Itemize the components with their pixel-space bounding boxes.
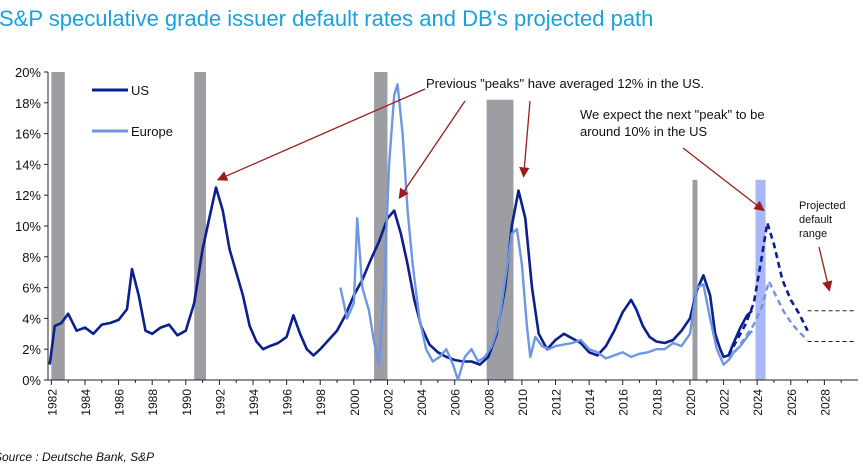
source-note: Source : Deutsche Bank, S&P: [0, 450, 155, 464]
projected-range: [807, 310, 855, 342]
x-tick-label: 1984: [79, 389, 93, 416]
y-tick-label: 18%: [15, 96, 41, 111]
x-tick-label: 1994: [247, 389, 261, 416]
x-tick-label: 1990: [180, 389, 194, 416]
x-tick-label: 1998: [314, 389, 328, 416]
y-tick-label: 4%: [22, 311, 41, 326]
y-tick-label: 8%: [22, 250, 41, 265]
annotation-arrows: [216, 88, 833, 292]
arrow-range-0: [818, 246, 833, 292]
recession-band-0: [51, 72, 65, 380]
x-tick-label: 1982: [45, 389, 59, 416]
x-tick-label: 2016: [617, 389, 631, 416]
annotation-next-peak-line-1: We expect the next "peak" to be: [580, 107, 765, 122]
x-tick-label: 2026: [785, 389, 799, 416]
legend: US Europe: [92, 83, 173, 139]
annotation-range-line-2: default: [799, 214, 832, 226]
x-tick-label: 2024: [751, 389, 765, 416]
recession-band-4: [692, 179, 698, 380]
x-tick-label: 2022: [718, 389, 732, 416]
arrow-peaks-1: [398, 100, 466, 200]
annotation-range-line-3: range: [799, 228, 827, 240]
y-tick-label: 2%: [22, 342, 41, 357]
x-tick-label: 2018: [650, 389, 664, 416]
x-tick-label: 2012: [550, 389, 564, 416]
y-tick-label: 0%: [22, 373, 41, 388]
x-tick-label: 1988: [146, 389, 160, 416]
y-tick-label: 10%: [15, 219, 41, 234]
legend-label-us: US: [131, 83, 149, 98]
series-line-us-solid: [48, 186, 753, 366]
annotations: Previous "peaks" have averaged 12% in th…: [426, 76, 845, 240]
annotation-range-line-1: Projected: [799, 200, 845, 212]
arrow-peaks-2: [519, 100, 531, 178]
series-line-us-dashed: [727, 221, 809, 357]
arrow-peaks-0: [216, 88, 426, 181]
x-tick-label: 2014: [583, 389, 597, 416]
x-tick-label: 1992: [213, 389, 227, 416]
x-tick-label: 2028: [818, 389, 832, 416]
recession-band-1: [194, 72, 206, 380]
axes: 0% 2% 4% 6% 8% 10% 12% 14% 16% 18% 20% 1982 1984 1986…: [15, 65, 858, 416]
series-line-europe-dashed: [727, 280, 809, 361]
projection-band-5: [755, 179, 766, 380]
y-tick-label: 6%: [22, 281, 41, 296]
shaded-periods: [51, 72, 766, 380]
x-tick-label: 2010: [516, 389, 530, 416]
x-tick-label: 2008: [482, 389, 496, 416]
x-tick-label: 2004: [415, 389, 429, 416]
x-tick-label: 2006: [449, 389, 463, 416]
y-tick-label: 16%: [15, 127, 41, 142]
annotation-next-peak-line-2: around 10% in the US: [580, 124, 708, 139]
legend-label-europe: Europe: [131, 124, 173, 139]
chart-title: S&P speculative grade issuer default rat…: [0, 6, 654, 31]
series-lines: [48, 83, 809, 382]
y-tick-label: 12%: [15, 188, 41, 203]
arrow-next_peak-0: [682, 147, 765, 212]
x-tick-label: 2000: [348, 389, 362, 416]
x-tick-label: 2020: [684, 389, 698, 416]
x-tick-label: 1996: [281, 389, 295, 416]
x-tick-label: 2002: [381, 389, 395, 416]
y-tick-label: 14%: [15, 157, 41, 172]
annotation-peaks: Previous "peaks" have averaged 12% in th…: [426, 76, 704, 91]
x-tick-label: 1986: [113, 389, 127, 416]
y-tick-label: 20%: [15, 65, 41, 80]
series-line-europe-solid: [339, 83, 754, 382]
